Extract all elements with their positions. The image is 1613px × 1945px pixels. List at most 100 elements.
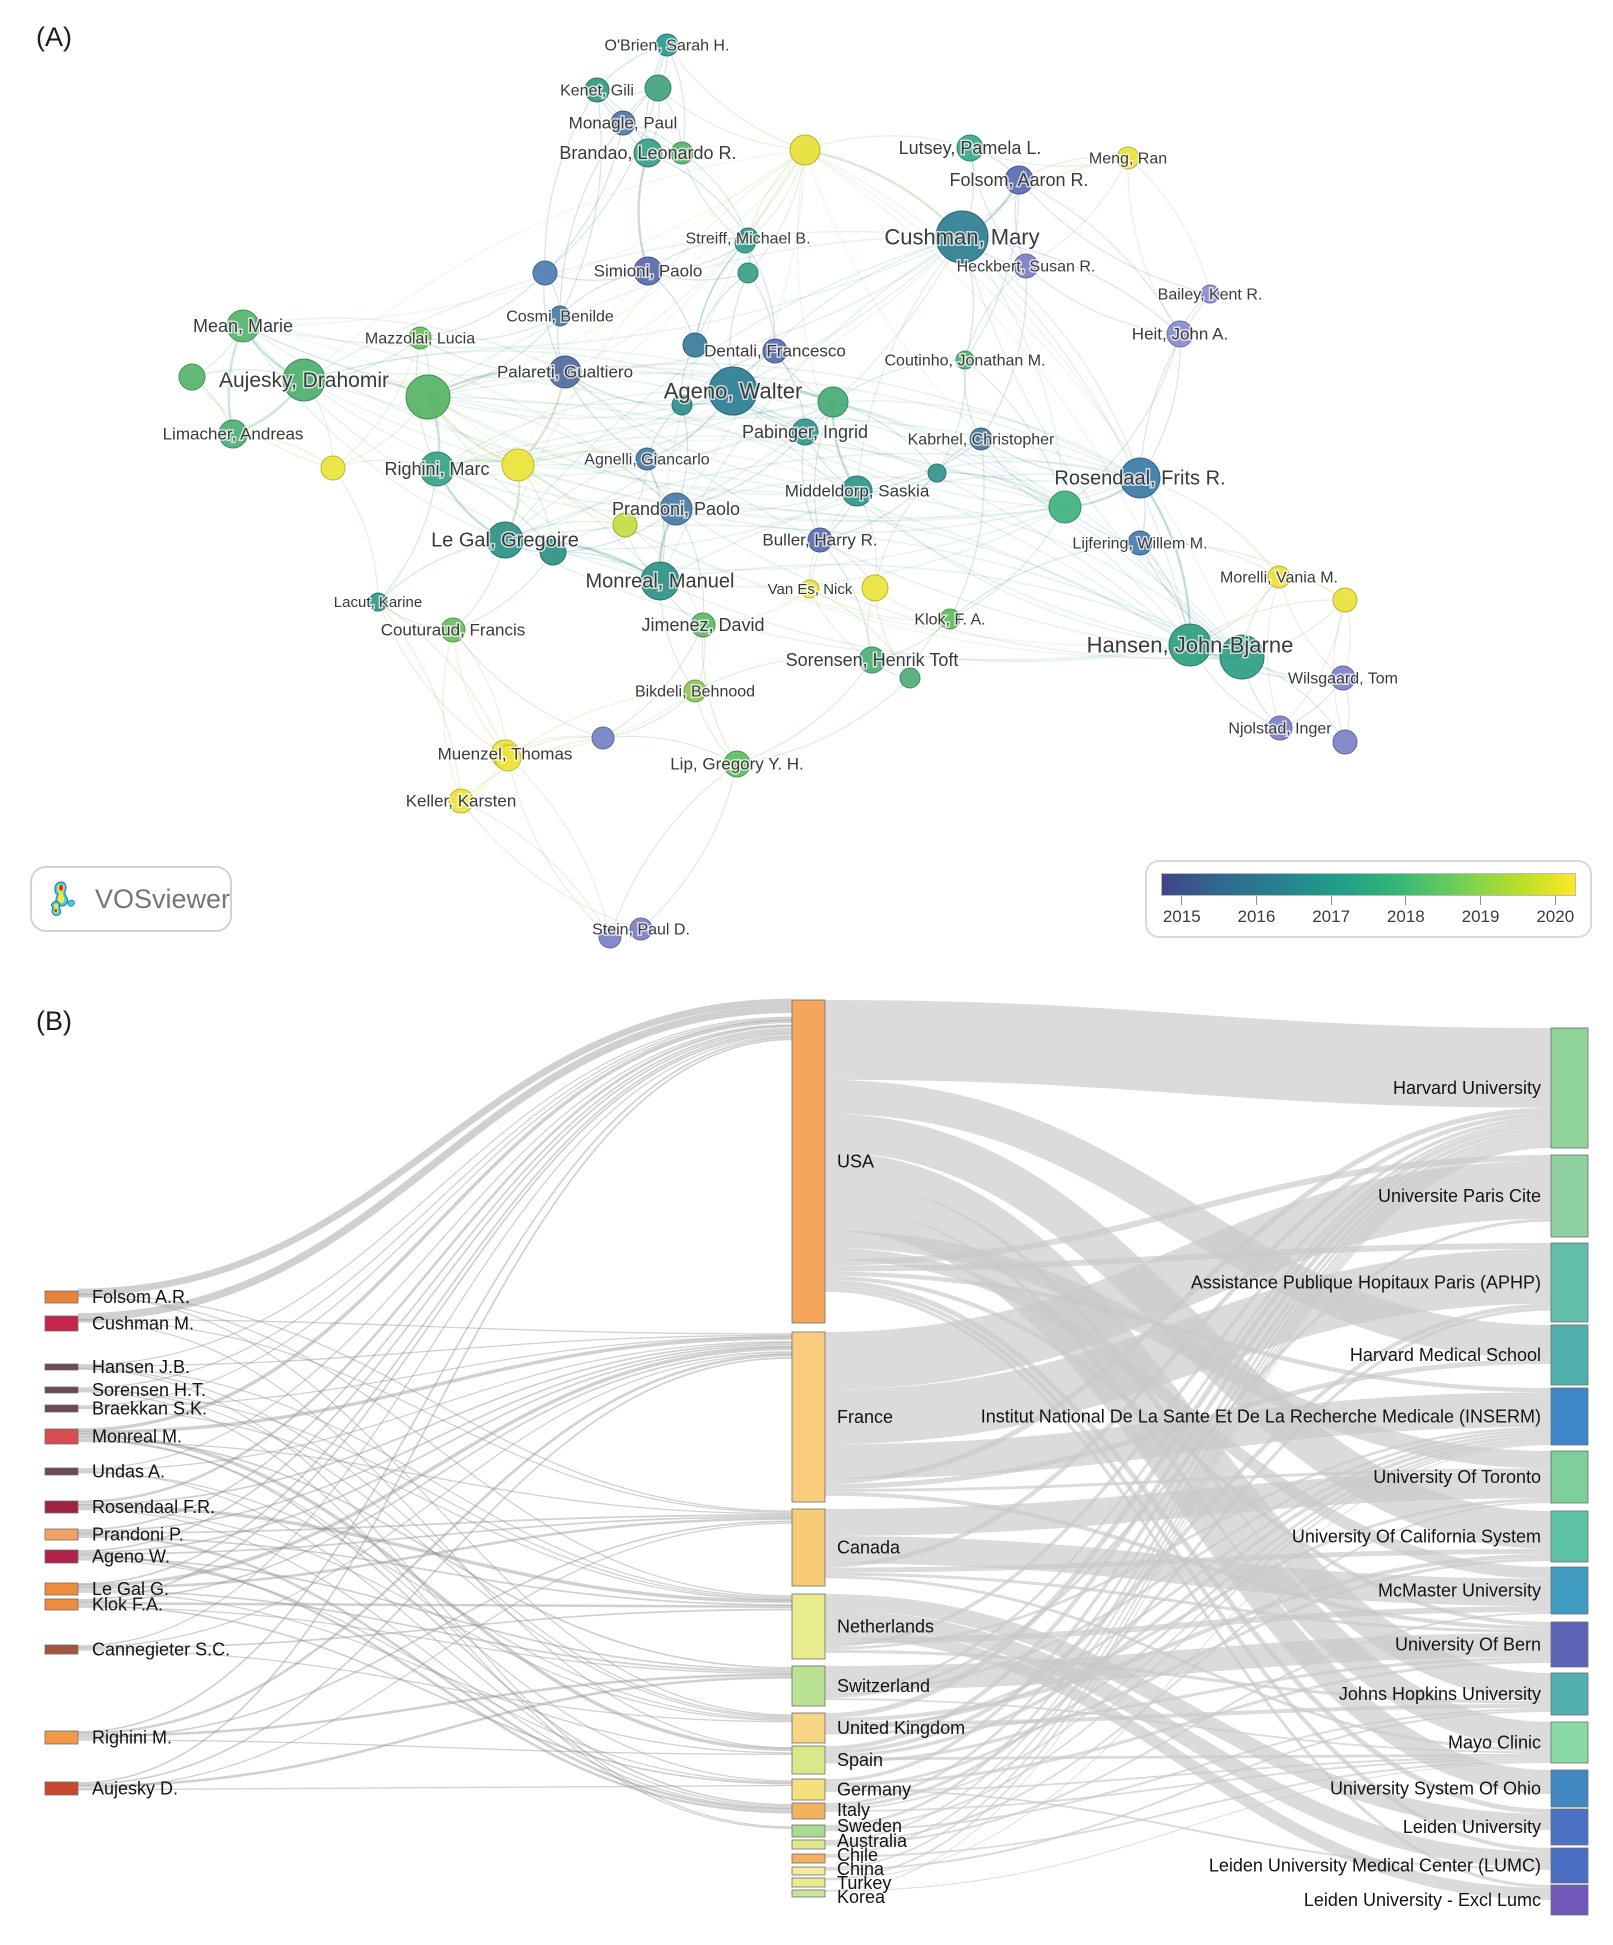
sankey-author-braekkan-s-k[interactable] <box>44 1404 79 1413</box>
network-node-kenet-gili[interactable] <box>584 77 610 103</box>
network-node[interactable] <box>405 374 451 420</box>
network-node-brandao-leonardo-r[interactable] <box>633 138 663 168</box>
network-node-palareti-gualtiero[interactable] <box>548 355 582 389</box>
sankey-institution-institut-national-de-la-sante-et-de-la-recherche-medicale-inserm[interactable] <box>1550 1387 1589 1446</box>
sankey-author-righini-m[interactable] <box>44 1730 79 1745</box>
network-node[interactable] <box>1332 729 1358 755</box>
network-node[interactable] <box>539 538 567 566</box>
network-node[interactable] <box>1219 634 1265 680</box>
network-node-van-es-nick[interactable] <box>800 579 820 599</box>
sankey-institution-leiden-university-excl-lumc[interactable] <box>1550 1884 1589 1916</box>
sankey-country-germany[interactable] <box>791 1778 826 1801</box>
sankey-author-le-gal-g[interactable] <box>44 1582 79 1596</box>
network-node-aujesky-drahomir[interactable] <box>282 358 326 402</box>
network-node-lip-gregory-y-h[interactable] <box>723 750 751 778</box>
sankey-country-switzerland[interactable] <box>791 1665 826 1707</box>
sankey-author-prandoni-p[interactable] <box>44 1528 79 1541</box>
sankey-author-sorensen-h-t[interactable] <box>44 1386 79 1394</box>
network-node-meng-ran[interactable] <box>1116 146 1140 170</box>
network-node-couturaud-francis[interactable] <box>440 617 466 643</box>
network-node-coutinho-jonathan-m[interactable] <box>955 350 975 370</box>
sankey-institution-mcmaster-university[interactable] <box>1550 1566 1589 1615</box>
network-node[interactable] <box>494 744 522 772</box>
network-node[interactable] <box>734 232 756 254</box>
sankey-institution-mayo-clinic[interactable] <box>1550 1721 1589 1764</box>
network-node-buller-harry-r[interactable] <box>807 527 833 553</box>
sankey-author-cushman-m[interactable] <box>44 1315 79 1332</box>
network-node-lutsey-pamela-l[interactable] <box>956 134 984 162</box>
network-node-hansen-john-bjarne[interactable] <box>1168 623 1212 667</box>
network-node[interactable] <box>1332 587 1358 613</box>
sankey-author-monreal-m[interactable] <box>44 1428 79 1445</box>
sankey-country-france[interactable] <box>791 1331 826 1503</box>
sankey-institution-johns-hopkins-university[interactable] <box>1550 1672 1589 1716</box>
sankey-institution-university-of-california-system[interactable] <box>1550 1510 1589 1563</box>
network-node-sorensen-henrik-toft[interactable] <box>858 646 886 674</box>
sankey-country-chile[interactable] <box>791 1853 826 1864</box>
network-node-righini-marc[interactable] <box>419 451 455 487</box>
sankey-institution-universite-paris-cite[interactable] <box>1550 1154 1589 1238</box>
network-node-rosendaal-frits-r[interactable] <box>1119 457 1161 499</box>
network-node-monreal-manuel[interactable] <box>640 561 680 601</box>
network-node-lacut-karine[interactable] <box>368 592 388 612</box>
network-node[interactable] <box>737 262 759 284</box>
network-node[interactable] <box>861 574 889 602</box>
sankey-institution-university-of-toronto[interactable] <box>1550 1450 1589 1504</box>
network-node[interactable] <box>1048 490 1082 524</box>
network-node-o-brien-sarah-h[interactable] <box>655 33 679 57</box>
network-node-cushman-mary[interactable] <box>935 210 989 264</box>
network-node[interactable] <box>682 332 708 358</box>
network-node-agnelli-giancarlo[interactable] <box>635 447 659 471</box>
network-node-bikdeli-behnood[interactable] <box>683 679 707 703</box>
network-node-pabinger-ingrid[interactable] <box>791 418 819 446</box>
sankey-country-netherlands[interactable] <box>791 1593 826 1660</box>
network-node-limacher-andreas[interactable] <box>218 419 248 449</box>
network-node-le-gal-gregoire[interactable] <box>486 521 524 559</box>
sankey-country-canada[interactable] <box>791 1508 826 1587</box>
network-node[interactable] <box>789 134 821 166</box>
network-node[interactable] <box>817 386 849 418</box>
network-node-stein-paul-d[interactable] <box>629 917 653 941</box>
sankey-author-rosendaal-f-r[interactable] <box>44 1500 79 1514</box>
network-node-folsom-aaron-r[interactable] <box>1004 165 1034 195</box>
network-node-keller-karsten[interactable] <box>448 788 474 814</box>
sankey-country-usa[interactable] <box>791 999 826 1324</box>
sankey-author-undas-a[interactable] <box>44 1467 79 1476</box>
sankey-institution-assistance-publique-hopitaux-paris-aphp[interactable] <box>1550 1242 1589 1323</box>
sankey-institution-harvard-medical-school[interactable] <box>1550 1324 1589 1386</box>
sankey-author-ageno-w[interactable] <box>44 1549 79 1564</box>
network-node[interactable] <box>644 74 672 102</box>
network-node-lijfering-willem-m[interactable] <box>1127 530 1153 556</box>
network-node-heckbert-susan-r[interactable] <box>1013 253 1039 279</box>
network-node[interactable] <box>927 463 947 483</box>
network-node-simioni-paolo[interactable] <box>633 256 663 286</box>
network-node-ageno-walter[interactable] <box>708 366 758 416</box>
network-node-heit-john-a[interactable] <box>1166 320 1194 348</box>
sankey-author-klok-f-a[interactable] <box>44 1598 79 1611</box>
network-node-monagle-paul[interactable] <box>610 110 636 136</box>
network-node[interactable] <box>671 394 693 416</box>
network-node[interactable] <box>320 455 346 481</box>
sankey-institution-leiden-university[interactable] <box>1550 1808 1589 1846</box>
sankey-author-folsom-a-r[interactable] <box>44 1290 79 1304</box>
network-node-kabrhel-christopher[interactable] <box>969 427 993 451</box>
network-node-klok-f-a[interactable] <box>939 608 961 630</box>
sankey-institution-university-system-of-ohio[interactable] <box>1550 1769 1589 1808</box>
sankey-country-spain[interactable] <box>791 1745 826 1775</box>
network-node-wilsgaard-tom[interactable] <box>1330 665 1356 691</box>
sankey-author-hansen-j-b[interactable] <box>44 1363 79 1371</box>
network-node-dentali-francesco[interactable] <box>762 338 788 364</box>
sankey-author-aujesky-d[interactable] <box>44 1781 79 1796</box>
network-node-njolstad-inger[interactable] <box>1267 715 1293 741</box>
sankey-country-china[interactable] <box>791 1866 826 1876</box>
network-node-jimenez-david[interactable] <box>690 612 716 638</box>
network-node[interactable] <box>899 667 921 689</box>
network-node[interactable] <box>598 925 622 949</box>
network-node-cosmi-benilde[interactable] <box>549 305 571 327</box>
sankey-institution-leiden-university-medical-center-lumc[interactable] <box>1550 1847 1589 1884</box>
network-node[interactable] <box>612 512 638 538</box>
sankey-country-united-kingdom[interactable] <box>791 1712 826 1744</box>
sankey-author-cannegieter-s-c[interactable] <box>44 1644 79 1655</box>
sankey-country-turkey[interactable] <box>791 1877 826 1888</box>
sankey-institution-university-of-bern[interactable] <box>1550 1621 1589 1668</box>
